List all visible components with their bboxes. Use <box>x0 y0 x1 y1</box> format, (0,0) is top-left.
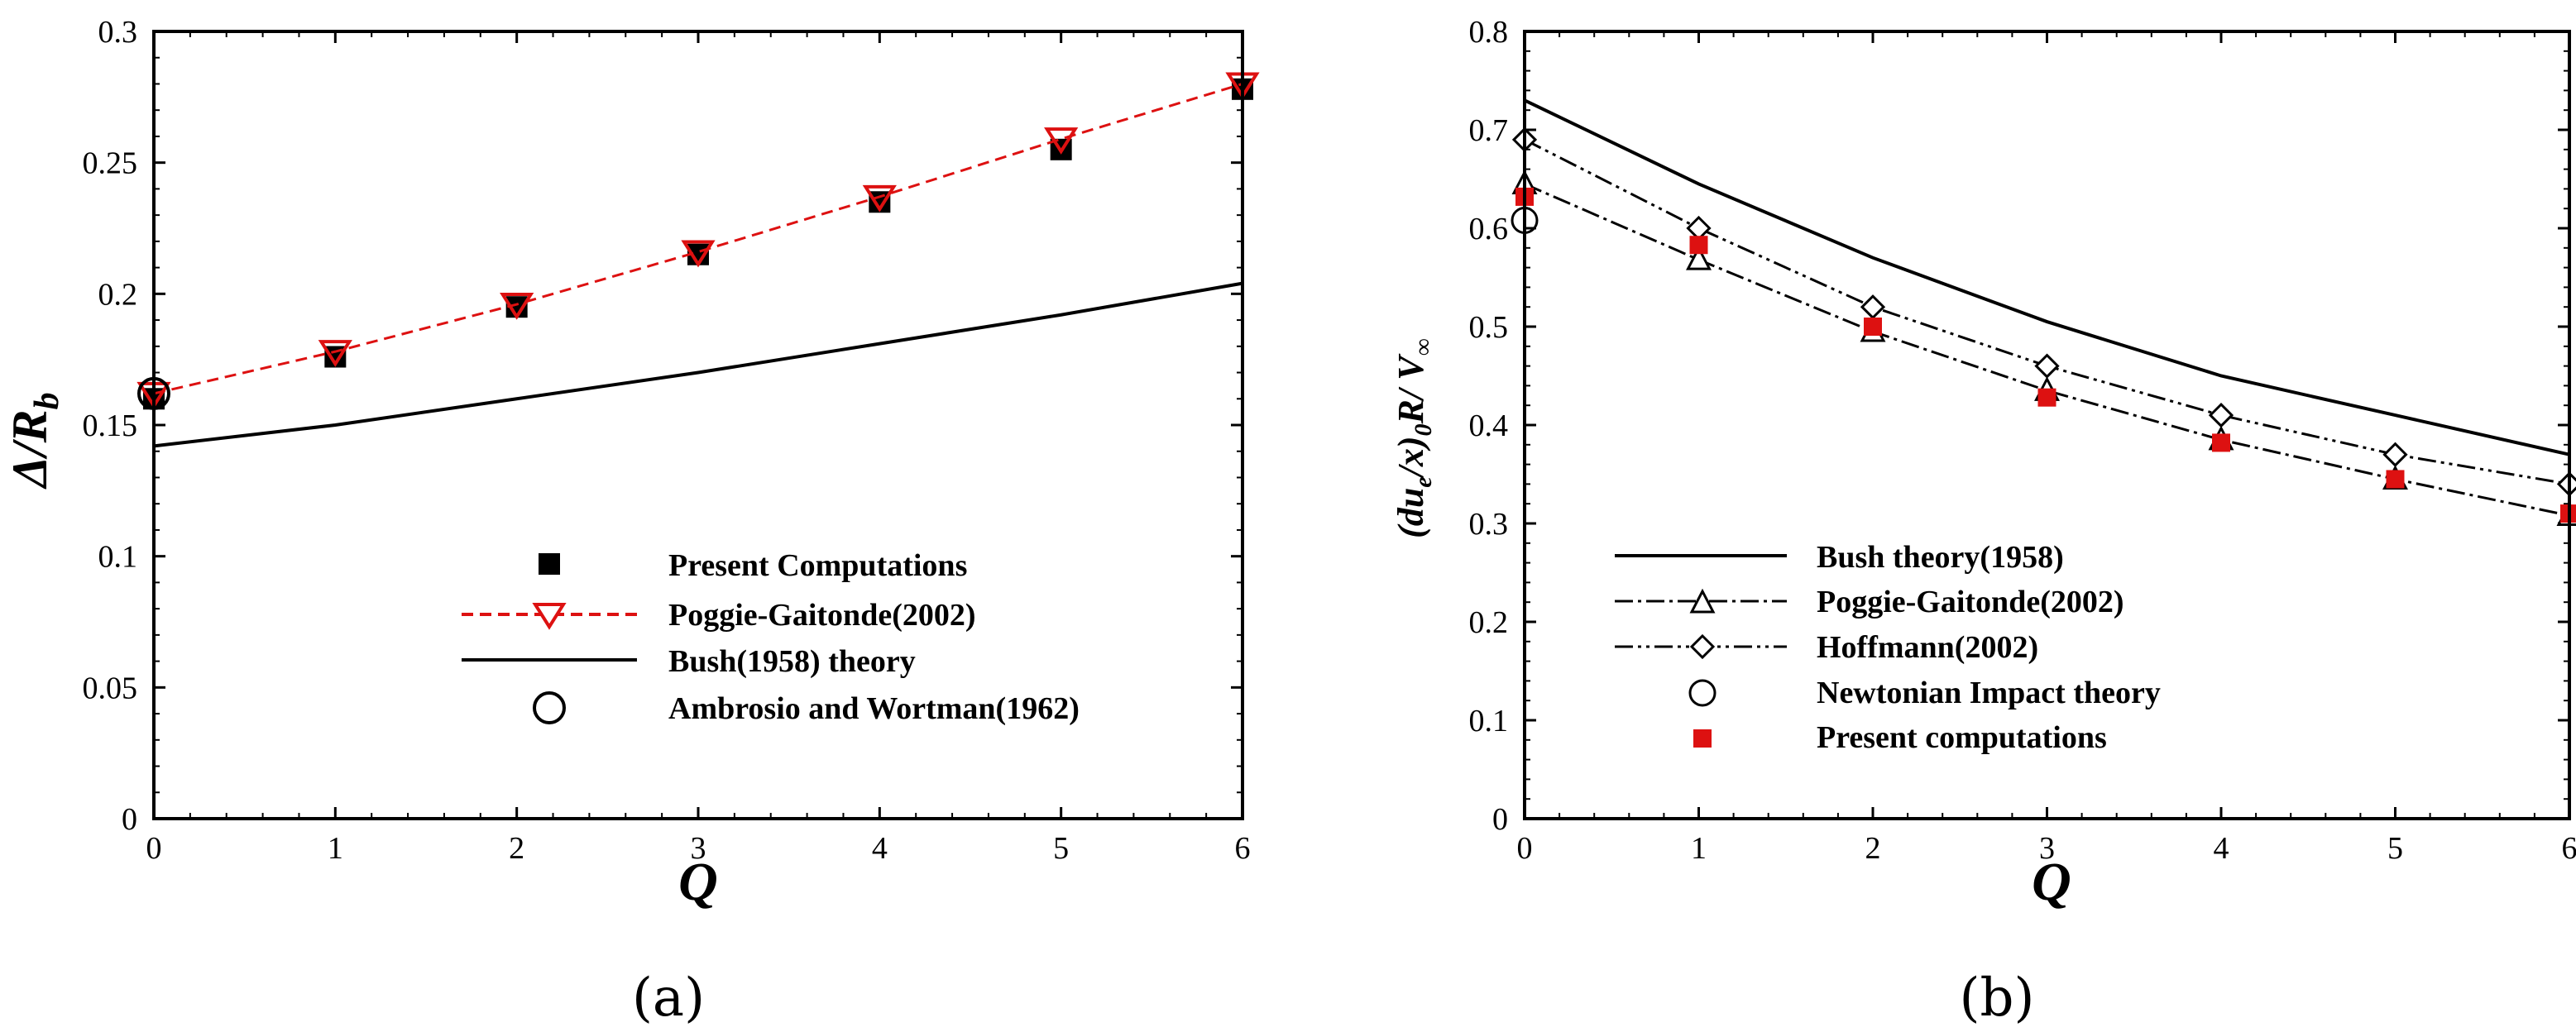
chart-b-series <box>1511 98 2576 526</box>
y-tick-label: 0.3 <box>98 15 138 50</box>
legend-b-label-present: Present computations <box>1817 720 2107 755</box>
chart-a-series <box>136 72 1260 448</box>
x-tick-label: 4 <box>2214 831 2229 866</box>
y-tick-label: 0.3 <box>1469 507 1509 542</box>
series-b-1-point <box>1686 245 1712 270</box>
legend-b-label-bush: Bush theory(1958) <box>1817 540 2064 575</box>
series-a-1-line <box>153 83 1243 395</box>
chart-b-tick-labels: 0 1 2 3 4 5 6 0 0.1 0.2 0.3 0.4 0.5 0.6 0.7 0.8 <box>1469 15 2576 866</box>
chart-a-legend: Present Computations Poggie-Gaitonde(200… <box>462 548 1080 726</box>
series-b-4-point <box>1864 318 1882 336</box>
series-a-2-line <box>153 281 1243 448</box>
x-tick-label: 2 <box>509 831 524 866</box>
chart-b-x-axis-title: Q <box>2032 852 2071 912</box>
chart-a-y-axis-title: Δ/Rb <box>2 392 66 489</box>
y-tick-label: 0.1 <box>98 540 138 575</box>
x-tick-label: 4 <box>872 831 888 866</box>
series-b-4-point <box>1689 236 1708 255</box>
series-b-2-point <box>2034 353 2060 379</box>
legend-a-label-poggie: Poggie-Gaitonde(2002) <box>668 598 976 633</box>
legend-b-marker-present <box>1693 729 1712 748</box>
legend-a-marker-present <box>539 553 560 575</box>
legend-b-marker-poggie <box>1689 588 1716 614</box>
y-tick-label: 0.1 <box>1469 704 1509 738</box>
x-tick-label: 3 <box>2039 831 2055 866</box>
chart-a-panel-label: (a) <box>632 967 705 1029</box>
series-a-1-point <box>862 184 897 213</box>
chart-a: 0 1 2 3 4 5 6 0 0.05 0.1 0.15 0.2 0.25 0.3 Q Δ/Rb Pre… <box>2 15 1260 1029</box>
y-tick-label: 0.25 <box>83 146 138 181</box>
series-b-2-line <box>1524 138 2570 485</box>
series-b-2-point <box>2382 442 2408 467</box>
x-tick-label: 6 <box>2562 831 2576 866</box>
chart-a-plot-frame <box>152 30 1244 820</box>
legend-b-label-poggie: Poggie-Gaitonde(2002) <box>1817 585 2124 619</box>
chart-a-x-axis-title: Q <box>678 852 718 912</box>
y-tick-label: 0.2 <box>1469 605 1509 640</box>
y-tick-label: 0.7 <box>1469 113 1509 148</box>
x-tick-label: 5 <box>1053 831 1069 866</box>
series-b-2-point <box>2208 402 2234 428</box>
y-tick-label: 0.15 <box>83 408 138 443</box>
legend-b-label-newtonian: Newtonian Impact theory <box>1817 676 2161 710</box>
x-tick-label: 0 <box>1517 831 1533 866</box>
chart-b-y-axis-title: (due/x)0R/ V∞ <box>1391 338 1437 538</box>
y-tick-label: 0.6 <box>1469 212 1509 246</box>
legend-a-marker-ambrosio <box>533 691 566 724</box>
series-b-2-point <box>2556 471 2576 497</box>
y-tick-label: 0.8 <box>1469 15 1509 50</box>
legend-a-label-ambrosio: Ambrosio and Wortman(1962) <box>668 691 1080 726</box>
series-a-1-point <box>681 240 716 268</box>
legend-a-label-bush: Bush(1958) theory <box>668 644 916 679</box>
legend-a-marker-poggie <box>532 603 567 630</box>
series-b-0-line <box>1524 98 2570 456</box>
chart-b: 0 1 2 3 4 5 6 0 0.1 0.2 0.3 0.4 0.5 0.6 0.7 0.8 Q (due/… <box>1391 15 2576 1029</box>
legend-b-label-hoffmann: Hoffmann(2002) <box>1817 630 2038 665</box>
x-tick-label: 1 <box>328 831 343 866</box>
series-a-1-point <box>318 340 352 367</box>
y-tick-label: 0.5 <box>1469 310 1509 345</box>
x-tick-label: 1 <box>1691 831 1707 866</box>
x-tick-label: 2 <box>1865 831 1881 866</box>
series-b-2-point <box>1686 215 1712 241</box>
chart-b-legend: Bush theory(1958) Poggie-Gaitonde(2002) … <box>1615 540 2161 755</box>
x-tick-label: 3 <box>691 831 706 866</box>
y-tick-label: 0 <box>1492 802 1508 837</box>
x-tick-label: 0 <box>146 831 162 866</box>
series-a-1-point <box>500 293 534 320</box>
series-b-4-point <box>2386 470 2405 489</box>
x-tick-label: 6 <box>1235 831 1251 866</box>
y-tick-label: 0.05 <box>83 671 138 705</box>
legend-a-label-present: Present Computations <box>668 548 967 583</box>
y-tick-label: 0.4 <box>1469 408 1509 443</box>
legend-b-marker-newtonian <box>1688 679 1717 707</box>
series-b-4-point <box>2037 388 2056 407</box>
x-tick-label: 5 <box>2387 831 2403 866</box>
chart-a-tick-labels: 0 1 2 3 4 5 6 0 0.05 0.1 0.15 0.2 0.25 0.3 <box>83 15 1251 866</box>
series-b-4-point <box>2212 433 2230 452</box>
series-b-1-line <box>1524 183 2570 517</box>
chart-b-panel-label: (b) <box>1960 967 2035 1029</box>
legend-b-marker-hoffmann <box>1689 633 1716 660</box>
series-b-2-point <box>1860 294 1886 320</box>
y-tick-label: 0.2 <box>98 277 138 312</box>
series-a-1-point <box>1044 127 1079 155</box>
y-tick-label: 0 <box>122 802 137 837</box>
chart-b-plot-frame <box>1523 30 2571 820</box>
